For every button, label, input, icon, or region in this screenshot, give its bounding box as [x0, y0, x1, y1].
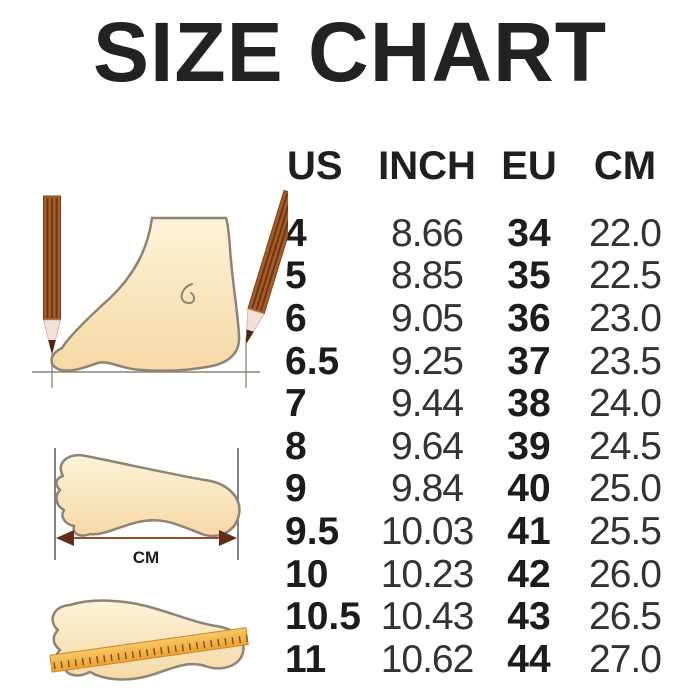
cell-us: 11 — [285, 637, 327, 681]
cell-eu: 43 — [507, 595, 551, 639]
cell-eu: 44 — [507, 637, 551, 681]
cell-inch: 8.66 — [391, 211, 464, 255]
size-table: US INCH EU CM 4 8.66 34 22.0 5 8.85 35 2… — [283, 142, 675, 681]
cell-inch: 9.44 — [391, 382, 464, 426]
cell-eu: 38 — [507, 382, 551, 426]
footprint-length-illustration: CM — [54, 448, 241, 567]
cell-inch: 10.23 — [380, 552, 475, 596]
ruler-icon — [49, 627, 249, 673]
cell-cm: 25.5 — [589, 509, 662, 553]
footprint-shape — [55, 453, 241, 538]
column-header-us: US — [287, 144, 343, 188]
pencil-icon — [42, 195, 62, 355]
cell-cm: 24.0 — [589, 382, 662, 426]
cell-eu: 36 — [507, 296, 551, 340]
foot-side-measure-illustration — [32, 189, 288, 388]
cell-eu: 34 — [507, 211, 551, 255]
cell-inch: 9.05 — [391, 296, 464, 340]
cell-cm: 24.5 — [589, 424, 662, 468]
cell-cm: 23.0 — [589, 296, 662, 340]
cell-eu: 37 — [507, 339, 551, 383]
cell-inch: 9.25 — [391, 339, 464, 383]
cell-us: 10 — [285, 552, 329, 596]
cell-cm: 22.5 — [589, 254, 662, 298]
cell-us: 4 — [285, 211, 307, 255]
cell-inch: 10.62 — [380, 637, 475, 681]
cell-cm: 25.0 — [589, 467, 662, 511]
cell-inch: 10.43 — [380, 595, 475, 639]
cell-cm: 26.0 — [589, 552, 662, 596]
cell-cm: 27.0 — [589, 637, 662, 681]
page-title: SIZE CHART — [93, 5, 607, 99]
cell-us: 9.5 — [285, 509, 340, 553]
cell-us: 5 — [285, 254, 307, 298]
cell-eu: 35 — [507, 254, 551, 298]
column-header-cm: CM — [593, 144, 657, 188]
cell-us: 9 — [285, 467, 307, 511]
cell-inch: 9.64 — [391, 424, 464, 468]
column-header-eu: EU — [501, 144, 557, 188]
cell-inch: 9.84 — [391, 467, 464, 511]
column-header-inch: INCH — [378, 144, 476, 188]
cell-eu: 41 — [507, 509, 551, 553]
pencil-icon — [236, 189, 288, 348]
cell-inch: 8.85 — [391, 254, 464, 298]
cell-us: 10.5 — [285, 595, 361, 639]
cell-eu: 39 — [507, 424, 551, 468]
foot-side-shape — [50, 216, 241, 373]
ankle-mark — [180, 283, 196, 305]
cell-eu: 42 — [507, 552, 551, 596]
cell-cm: 23.5 — [589, 339, 662, 383]
cell-eu: 40 — [507, 467, 551, 511]
cell-cm: 26.5 — [589, 595, 662, 639]
length-arrow — [56, 530, 237, 546]
cell-us: 6.5 — [285, 339, 340, 383]
cell-inch: 10.03 — [380, 509, 475, 553]
cell-cm: 22.0 — [589, 211, 662, 255]
cell-us: 8 — [285, 424, 307, 468]
foot-ruler-illustration — [49, 599, 249, 681]
cell-us: 7 — [285, 382, 307, 426]
cm-arrow-label: CM — [133, 548, 159, 567]
cell-us: 6 — [285, 296, 307, 340]
